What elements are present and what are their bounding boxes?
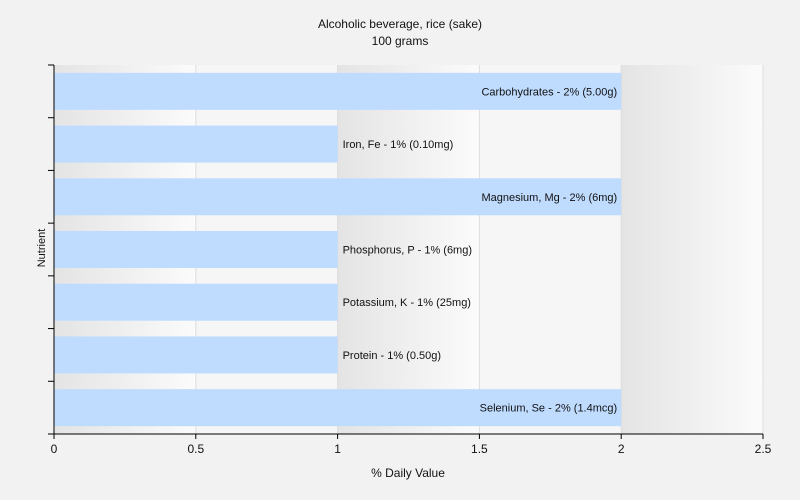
bar [54, 231, 338, 268]
bar-label: Carbohydrates - 2% (5.00g) [481, 86, 617, 98]
bar [54, 125, 338, 163]
x-tick-label: 2.5 [755, 442, 772, 456]
bar-label: Phosphorus, P - 1% (6mg) [343, 245, 472, 257]
bar-label: Magnesium, Mg - 2% (6mg) [481, 192, 617, 204]
bars: Carbohydrates - 2% (5.00g) Iron, Fe - 1% … [54, 72, 622, 427]
chart-subtitle: 100 grams [372, 34, 429, 48]
bar [54, 178, 622, 216]
x-tick-label: 0.5 [187, 442, 204, 456]
x-axis-label: % Daily Value [371, 466, 445, 480]
x-tick-label: 1 [334, 442, 341, 456]
bar-label: Potassium, K - 1% (25mg) [343, 297, 471, 309]
grid-band [621, 65, 763, 434]
bar [54, 72, 622, 110]
bar-label: Iron, Fe - 1% (0.10mg) [343, 139, 454, 151]
x-tick-label: 1.5 [471, 442, 488, 456]
y-axis-label: Nutrient [36, 229, 48, 268]
bar-label: Selenium, Se - 2% (1.4mcg) [480, 403, 618, 415]
bar [54, 336, 338, 374]
axes: 0 0.5 1 1.5 2 2.5 [48, 64, 772, 456]
bar-label: Protein - 1% (0.50g) [343, 350, 441, 362]
bar [54, 389, 622, 427]
chart-title: Alcoholic beverage, rice (sake) [318, 17, 482, 31]
x-tick-label: 2 [618, 442, 625, 456]
x-tick-label: 0 [51, 442, 58, 456]
bar [54, 283, 338, 321]
grid-band [337, 65, 480, 434]
